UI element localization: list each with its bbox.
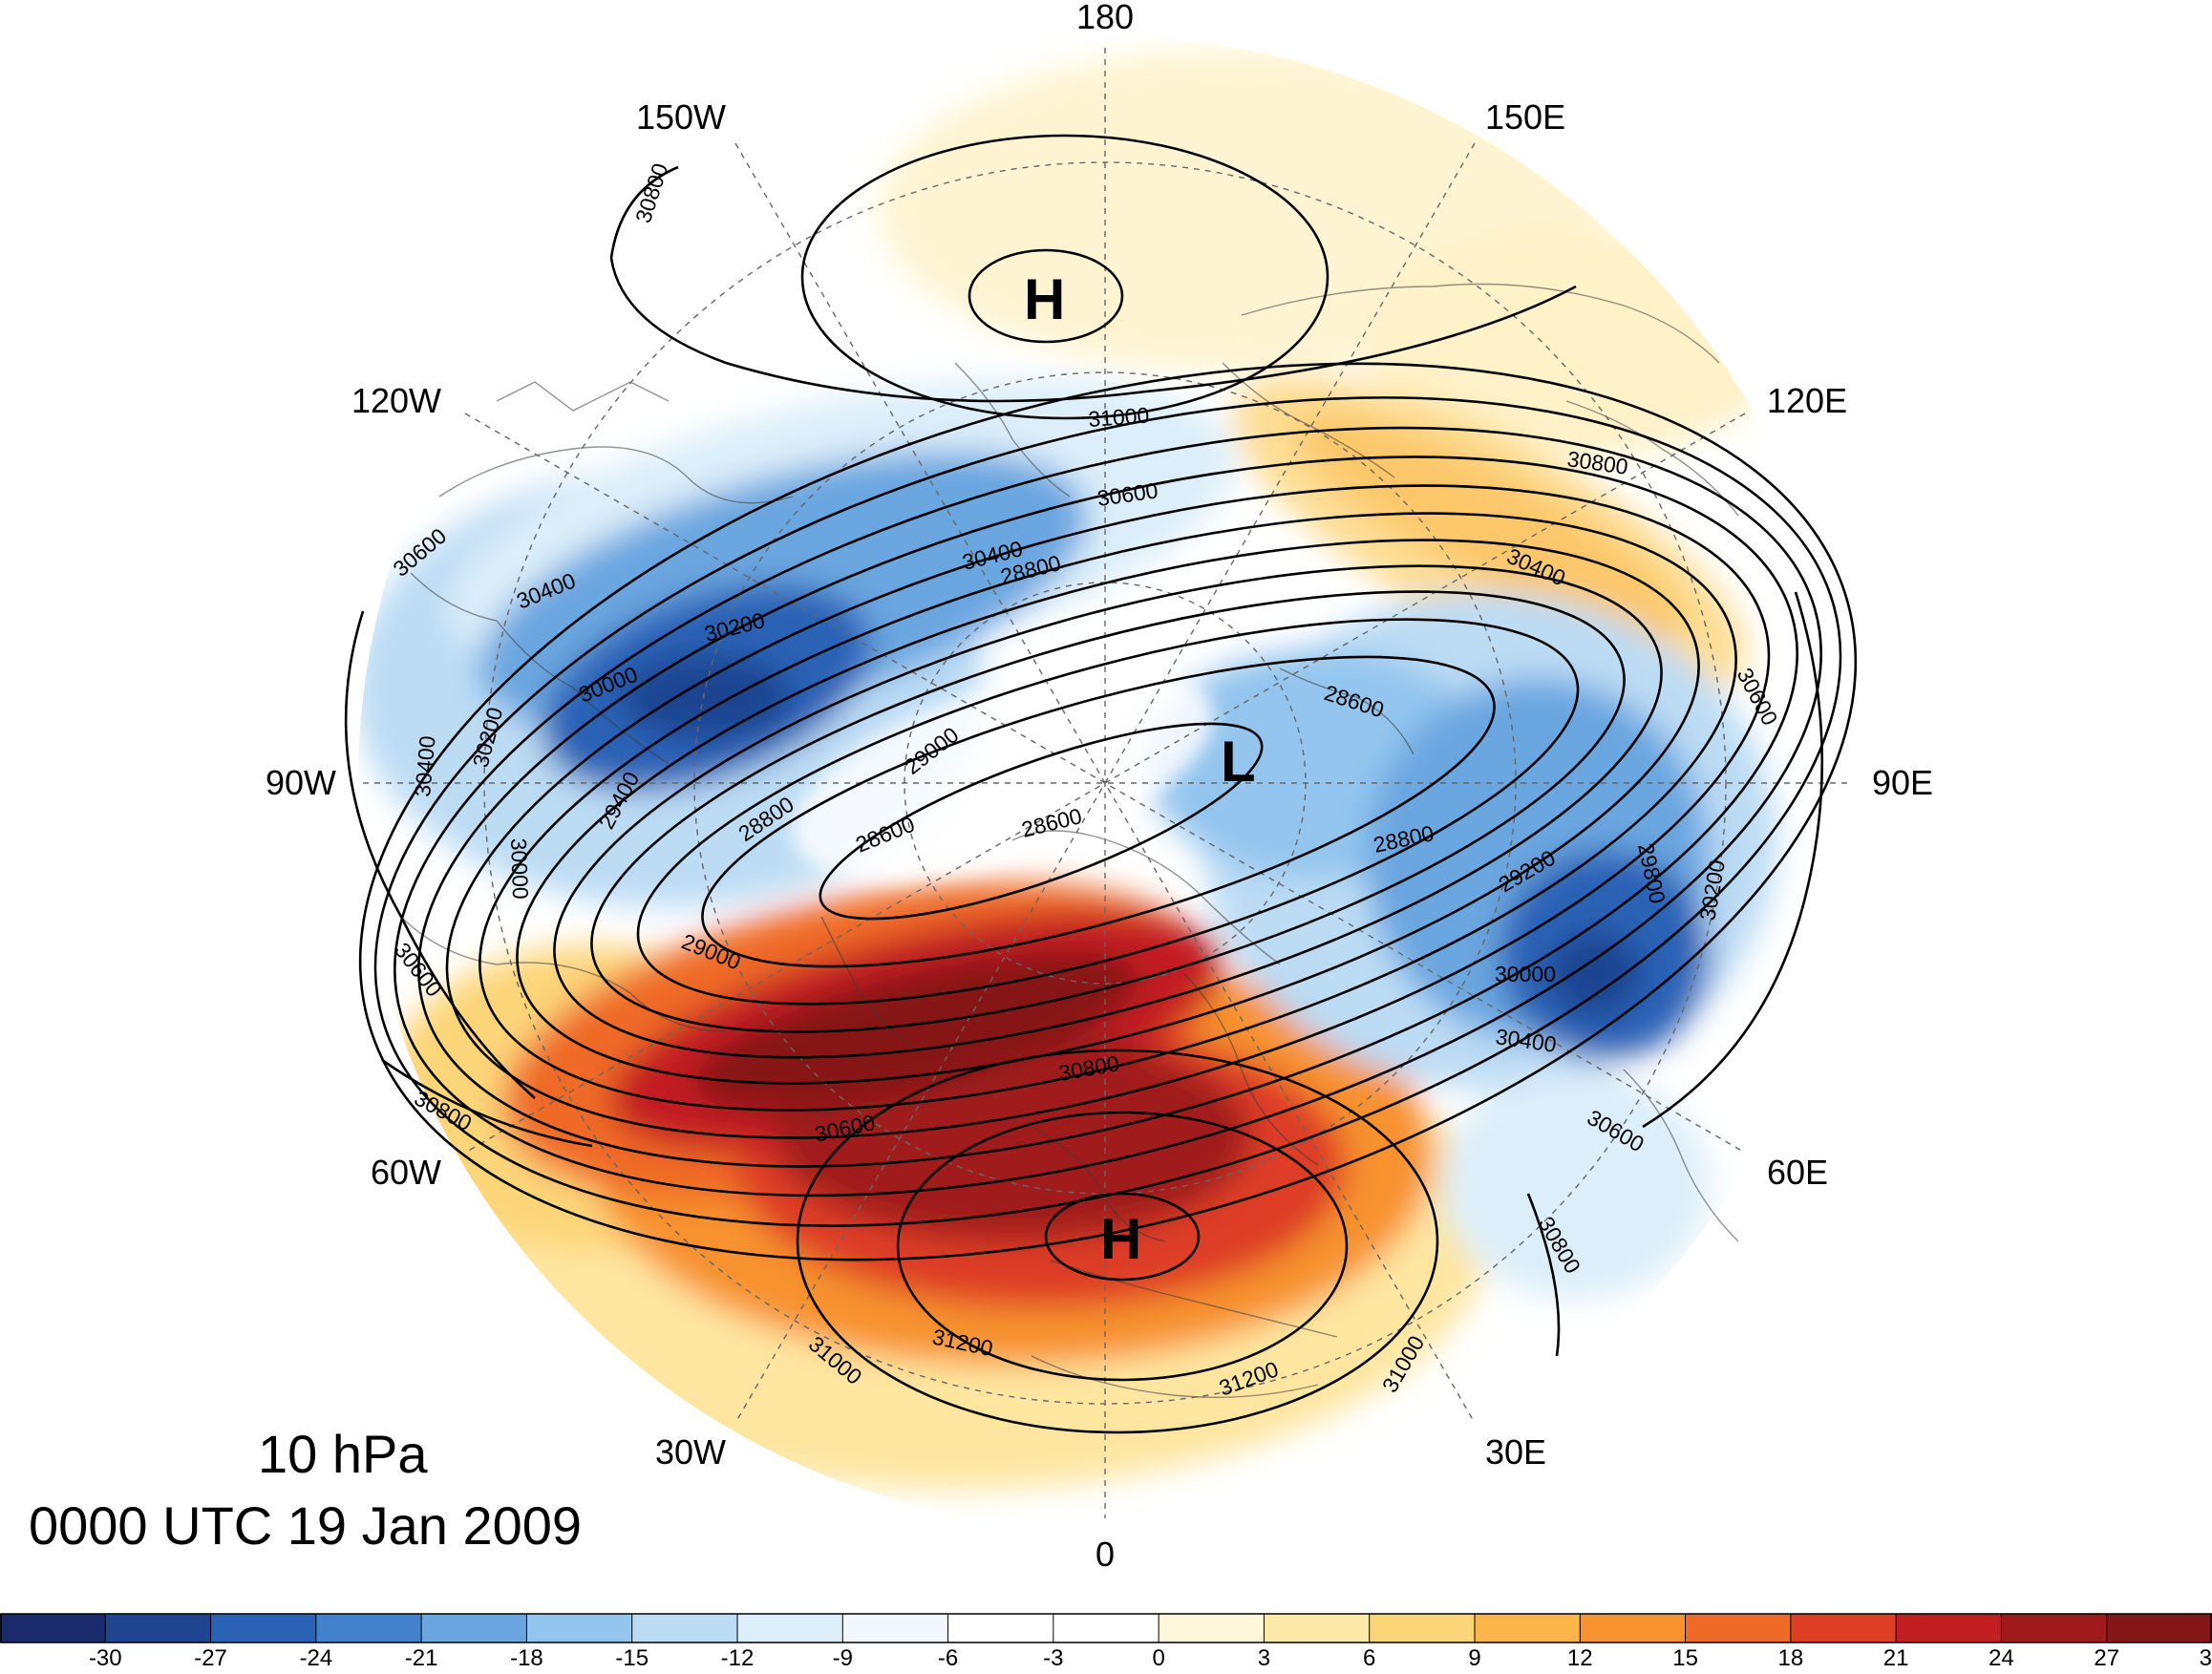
- colorbar-tick-label: 6: [1363, 1645, 1375, 1671]
- contour-ring: [796, 1049, 1439, 1434]
- valid-time-title: 0000 UTC 19 Jan 2009: [29, 1495, 583, 1556]
- contour-ring: [636, 618, 1580, 1006]
- lon-label-60w: 60W: [371, 1153, 441, 1192]
- colorbar-swatch: [1475, 1614, 1581, 1642]
- contour-ring: [445, 484, 1771, 1139]
- low-pressure-center-arctic: L: [1221, 730, 1256, 794]
- lon-label-150w: 150W: [636, 97, 726, 137]
- colorbar-outline: [0, 1613, 2212, 1643]
- colorbar-tick-label: 27: [2094, 1645, 2119, 1671]
- colorbar-tick-label: 15: [1672, 1645, 1698, 1671]
- contour-label: 30000: [506, 837, 533, 900]
- contour-ring: [479, 512, 1737, 1112]
- contour-ring: [358, 362, 1858, 1261]
- pressure-level-title: 10 hPa: [258, 1424, 428, 1484]
- contour-ring: [1044, 1192, 1201, 1282]
- colorbar-tick-label: 18: [1778, 1645, 1804, 1671]
- lon-label-60e: 60E: [1767, 1153, 1828, 1192]
- contour-ring: [819, 722, 1264, 921]
- colorbar-swatch: [1896, 1614, 2002, 1642]
- lon-label-150e: 150E: [1485, 97, 1565, 137]
- contour-ring: [393, 426, 1822, 1197]
- colorbar-swatch: [0, 1614, 106, 1642]
- contour-ring: [968, 248, 1124, 344]
- anomaly-shading: [358, 48, 1786, 1490]
- contour-ring: [344, 610, 536, 1099]
- colorbar-swatch: [105, 1614, 212, 1642]
- contour-label: 31000: [1088, 403, 1151, 432]
- colorbar-tick-label: -15: [615, 1645, 649, 1671]
- colorbar-swatch: [631, 1614, 738, 1642]
- contour-ring: [381, 1058, 593, 1148]
- colorbar-swatch: [842, 1614, 949, 1642]
- colorbar-swatch: [526, 1614, 633, 1642]
- colorbar-swatch: [1159, 1614, 1265, 1642]
- contour-label: 30000: [1495, 962, 1556, 986]
- lon-label-120w: 120W: [351, 381, 441, 420]
- colorbar-tick-label: 12: [1567, 1645, 1593, 1671]
- colorbar-swatch: [421, 1614, 527, 1642]
- colorbar-tick-label: 24: [1989, 1645, 2014, 1671]
- colorbar-tick-label: -18: [510, 1645, 543, 1671]
- lon-label-180: 180: [1076, 0, 1134, 36]
- colorbar-tick-label: 3: [1258, 1645, 1270, 1671]
- contour-label: 30800: [630, 160, 672, 226]
- colorbar-tick-label: -9: [833, 1645, 853, 1671]
- contour-ring: [701, 655, 1496, 968]
- lon-label-0: 0: [1095, 1535, 1115, 1574]
- colorbar-tick-label: 21: [1883, 1645, 1909, 1671]
- colorbar-swatch: [1685, 1614, 1792, 1642]
- contour-ring: [896, 1111, 1349, 1382]
- lon-label-30e: 30E: [1485, 1432, 1546, 1472]
- colorbar-tick-label: -12: [721, 1645, 755, 1671]
- colorbar: -30 -27 -24 -21 -18 -15 -12 -9 -6 -3 0 3 6 9 12 15 18 21 2…: [0, 1613, 2212, 1671]
- contour-ring: [373, 396, 1842, 1227]
- colorbar-tick-label: 0: [1152, 1645, 1164, 1671]
- colorbar-tick-label: -6: [938, 1645, 958, 1671]
- anomaly-warm-core-band: [693, 951, 1140, 1112]
- colorbar-tick-label: -24: [300, 1645, 333, 1671]
- high-pressure-center-pacific: H: [1024, 267, 1065, 331]
- colorbar-tick-label: 9: [1468, 1645, 1480, 1671]
- contour-ring: [590, 590, 1626, 1033]
- pressure-centers: H L H: [1024, 267, 1256, 1271]
- contour-ring: [553, 564, 1663, 1059]
- colorbar-swatch: [1790, 1614, 1897, 1642]
- colorbar-tick-label: -21: [405, 1645, 438, 1671]
- colorbar-swatch: [2001, 1614, 2108, 1642]
- colorbar-tick-label: -30: [89, 1645, 122, 1671]
- colorbar-swatch: [1264, 1614, 1371, 1642]
- contour-ring: [800, 134, 1329, 420]
- lon-label-90e: 90E: [1872, 763, 1933, 802]
- height-contours: [344, 134, 1858, 1434]
- colorbar-swatch: [1580, 1614, 1687, 1642]
- lon-label-120e: 120E: [1767, 381, 1847, 420]
- contour-ring: [516, 539, 1700, 1085]
- colorbar-swatch: [315, 1614, 422, 1642]
- lon-label-30w: 30W: [655, 1432, 726, 1472]
- colorbar-swatch: [210, 1614, 317, 1642]
- high-pressure-center-europe: H: [1100, 1207, 1141, 1271]
- contour-ring: [1642, 591, 1824, 1129]
- colorbar-swatch: [1053, 1614, 1159, 1642]
- contour-ring: [609, 165, 1577, 403]
- colorbar-swatch: [737, 1614, 843, 1642]
- colorbar-swatch: [2106, 1614, 2212, 1642]
- colorbar-tick-label: -3: [1043, 1645, 1063, 1671]
- anomaly-cold-siberia-core: [1547, 931, 1643, 1017]
- colorbar-swatch: [1369, 1614, 1476, 1642]
- coastlines: [400, 283, 1739, 1399]
- contour-ring: [417, 456, 1798, 1168]
- longitude-labels: 180 150E 120E 90E 60E 30E 0 30W 60W 90W …: [266, 0, 1933, 1574]
- contour-ring: [1526, 1193, 1561, 1357]
- colorbar-tick-label: -27: [194, 1645, 227, 1671]
- contour-label: 30400: [410, 734, 439, 797]
- anomaly-cold-canada-core: [621, 654, 793, 740]
- colorbar-tick-label: 30: [2200, 1645, 2212, 1671]
- lon-label-90w: 90W: [266, 763, 336, 802]
- colorbar-swatch: [947, 1614, 1054, 1642]
